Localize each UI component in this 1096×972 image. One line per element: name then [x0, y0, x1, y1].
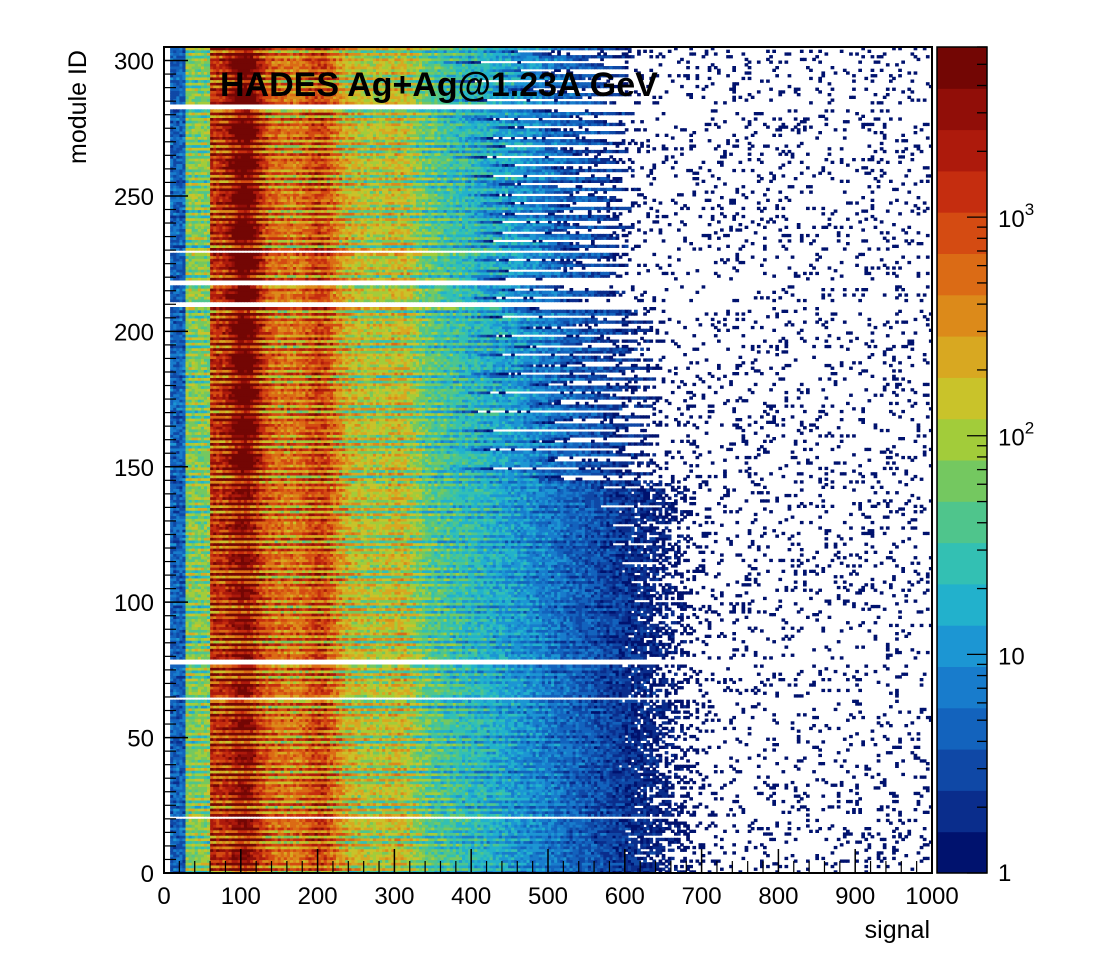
heatmap-cell [696, 860, 700, 863]
heatmap-cell [864, 865, 868, 868]
heatmap-cell [911, 868, 915, 871]
heatmap-cell [680, 865, 684, 868]
heatmap-cell [754, 868, 758, 871]
heatmap-cell [689, 860, 693, 863]
heatmap-cell [720, 868, 724, 871]
heatmap-cell [689, 865, 693, 868]
heatmap-cell [766, 865, 770, 868]
heatmap-cell [785, 865, 789, 868]
heatmap-cell [834, 862, 838, 865]
heatmap-cell [877, 865, 881, 868]
heatmap-cell [674, 865, 678, 868]
heatmap-cell [846, 860, 850, 863]
